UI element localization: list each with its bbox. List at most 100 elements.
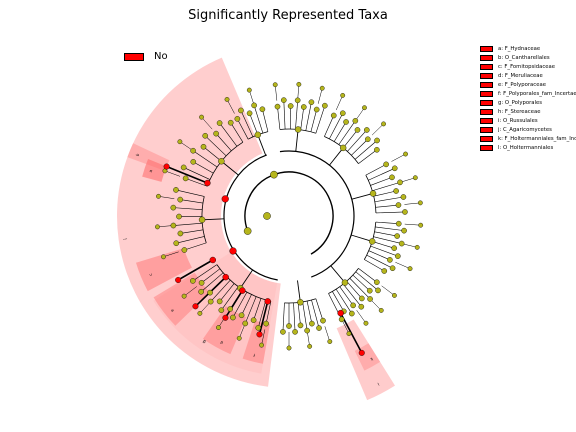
tree-edge <box>232 292 248 318</box>
tree-edge <box>221 286 239 311</box>
taxon-node <box>297 299 304 306</box>
tree-edge <box>381 285 395 296</box>
taxa-legend-swatch <box>480 72 493 79</box>
tree-edge <box>219 122 238 147</box>
tree-edge <box>395 262 411 269</box>
tree-edge <box>262 109 269 132</box>
taxon-node <box>397 179 403 186</box>
taxon-node <box>381 121 386 127</box>
taxon-node <box>202 132 209 139</box>
taxon-node <box>286 345 292 351</box>
taxa-legend-row: k: F_Holtermanniales_fam_Incertae_sedis <box>480 134 576 143</box>
enriched-node <box>204 179 211 187</box>
taxon-node <box>238 312 245 319</box>
taxa-legend-swatch <box>480 54 493 61</box>
taxon-node <box>190 159 197 165</box>
taxa-legend-swatch <box>480 45 493 52</box>
taxon-node <box>200 143 207 150</box>
taxa-legend-label: b: O_Cantharellales <box>498 54 550 61</box>
taxon-node <box>173 187 179 193</box>
taxon-node <box>216 120 223 126</box>
tree-edge <box>368 250 390 261</box>
taxon-node <box>173 240 180 247</box>
tree-edge <box>192 150 218 168</box>
tree-edge <box>249 113 259 135</box>
taxon-node <box>216 298 223 305</box>
sector-labels: i g b a c e d f l k <box>123 152 380 386</box>
taxa-legend-swatch <box>480 135 493 142</box>
tree-edge <box>202 218 225 221</box>
taxon-node <box>190 147 196 154</box>
taxa-legend-label: e: F_Polyporaceae <box>498 81 546 88</box>
taxon-node <box>238 107 244 114</box>
taxon-node <box>198 288 204 295</box>
taxa-legend-swatch <box>480 90 493 97</box>
enriched-node <box>264 298 271 305</box>
taxon-node <box>367 296 373 302</box>
taxon-node <box>177 139 183 145</box>
tree-edge <box>404 202 421 205</box>
taxon-node <box>227 306 234 312</box>
tree-edge <box>351 234 373 242</box>
tree-edge <box>210 279 231 302</box>
tree-edge <box>310 109 317 132</box>
taxon-node <box>354 127 361 133</box>
tree-edge <box>295 100 298 130</box>
enriched-node <box>256 331 263 338</box>
sector-label: b <box>135 152 141 157</box>
taxon-node <box>242 320 249 327</box>
taxon-node <box>308 99 315 105</box>
tree-edge <box>239 269 254 289</box>
taxon-node <box>230 314 236 321</box>
taxon-node <box>198 279 205 286</box>
tree-edge <box>201 116 213 130</box>
tree-edge <box>373 236 402 244</box>
tree-edge <box>324 115 335 137</box>
tree-edge <box>375 204 399 208</box>
tree-edge <box>297 302 301 326</box>
tree-edge <box>375 211 405 214</box>
taxon-node <box>251 102 257 109</box>
tree-edge <box>265 301 272 324</box>
tree-edge <box>203 146 222 162</box>
taxon-node <box>352 118 359 124</box>
taxa-legend-row: c: F_Fomitopsidaceae <box>480 62 576 71</box>
tree-edge <box>342 129 358 149</box>
taxon-node <box>255 325 262 331</box>
taxon-node <box>272 82 278 88</box>
taxon-node <box>327 339 333 344</box>
taxa-legend-swatch <box>480 63 493 70</box>
tree-edge <box>311 299 320 329</box>
tree-edge <box>230 122 244 143</box>
taxon-node <box>358 303 365 310</box>
taxon-node <box>177 196 184 203</box>
tree-edge <box>349 278 371 300</box>
taxon-node <box>286 323 292 329</box>
tree-edge <box>244 296 257 324</box>
taxon-node <box>246 87 252 93</box>
taxon-node <box>375 287 381 294</box>
tree-edge <box>338 120 356 145</box>
taxon-node <box>161 254 166 260</box>
tree-edge <box>352 274 370 291</box>
taxon-node <box>322 102 328 109</box>
taxon-node <box>383 161 389 168</box>
tree-edge <box>373 190 397 197</box>
tree-edge <box>219 283 235 302</box>
taxon-node <box>280 97 287 103</box>
taxon-node <box>374 147 380 153</box>
tree-edge <box>351 193 374 200</box>
tree-edge <box>391 153 406 162</box>
taxon-node <box>296 81 302 87</box>
group-legend: No <box>124 51 168 62</box>
taxon-node <box>216 325 221 330</box>
sector-f <box>242 320 270 364</box>
tree-edge <box>184 242 207 251</box>
tree-edge <box>224 290 244 319</box>
tree-edge <box>297 280 301 303</box>
taxon-node <box>234 116 241 122</box>
tree-edge <box>192 264 218 282</box>
tree-edge <box>277 106 281 130</box>
tree-edge <box>164 170 181 177</box>
taxon-node <box>182 175 189 182</box>
